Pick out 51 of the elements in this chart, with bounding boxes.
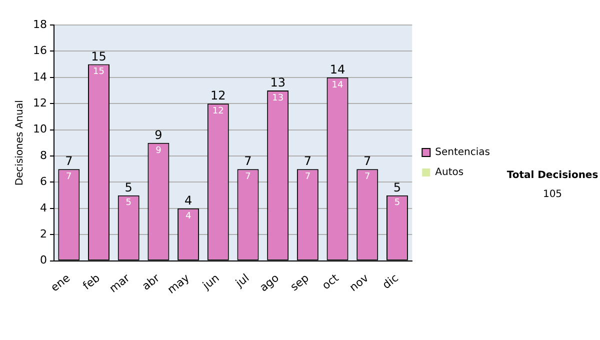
y-tick-label: 0	[40, 254, 47, 267]
data-label: 5	[126, 198, 132, 208]
text: 105	[542, 189, 564, 200]
y-tick-label: 4	[40, 201, 47, 214]
data-label: 4	[185, 211, 192, 222]
total-label: 5	[124, 180, 132, 194]
x-tick-label: nov	[347, 271, 372, 294]
x-tick-label: oct	[320, 270, 342, 292]
total-label: 7	[304, 154, 312, 168]
total-label: 4	[184, 194, 192, 208]
total-label: 9	[154, 128, 162, 142]
x-tick-label: may	[165, 271, 192, 296]
text: Total Decisiones	[506, 170, 600, 181]
x-tick-label: jul	[232, 271, 252, 290]
y-tick-label: 8	[40, 148, 47, 162]
y-tick-label: 6	[40, 175, 47, 188]
total-label: 5	[393, 180, 402, 194]
data-label: 7	[364, 172, 370, 182]
x-tick-label: ene	[48, 271, 73, 294]
data-label: 9	[156, 146, 162, 156]
y-axis-title: Decisiones Anual	[14, 100, 26, 186]
data-label: 7	[66, 172, 72, 182]
total-label: 13	[270, 76, 286, 90]
y-tick-label: 16	[32, 44, 47, 58]
x-tick-label: mar	[106, 271, 133, 296]
total-label: 15	[91, 49, 106, 64]
y-tick-label: 14	[32, 70, 47, 84]
x-tick-label: sep	[288, 271, 312, 294]
y-tick-label: 10	[32, 122, 47, 136]
total-label: 14	[330, 62, 346, 77]
total-label: 7	[65, 154, 73, 168]
data-label: 15	[93, 67, 104, 78]
data-label: 7	[304, 172, 311, 182]
legend-label: Sentencias	[435, 147, 490, 158]
x-tick-label: abr	[140, 271, 162, 293]
data-label: 12	[212, 106, 224, 116]
y-tick-label: 18	[32, 18, 47, 31]
data-label: 7	[245, 172, 251, 182]
total-label: 12	[210, 88, 226, 103]
x-tick-label: feb	[80, 271, 102, 293]
data-label: 14	[332, 80, 344, 90]
x-tick-label: jun	[200, 271, 222, 293]
data-label: 13	[272, 93, 284, 104]
y-tick-label: 2	[40, 227, 47, 240]
legend-label: Autos	[435, 167, 464, 178]
total-label: 7	[244, 154, 252, 168]
x-tick-label: dic	[380, 271, 401, 292]
total-label: 7	[364, 154, 372, 168]
x-tick-label: ago	[257, 271, 282, 294]
y-tick-label: 12	[32, 96, 47, 110]
data-label: 5	[394, 198, 400, 208]
